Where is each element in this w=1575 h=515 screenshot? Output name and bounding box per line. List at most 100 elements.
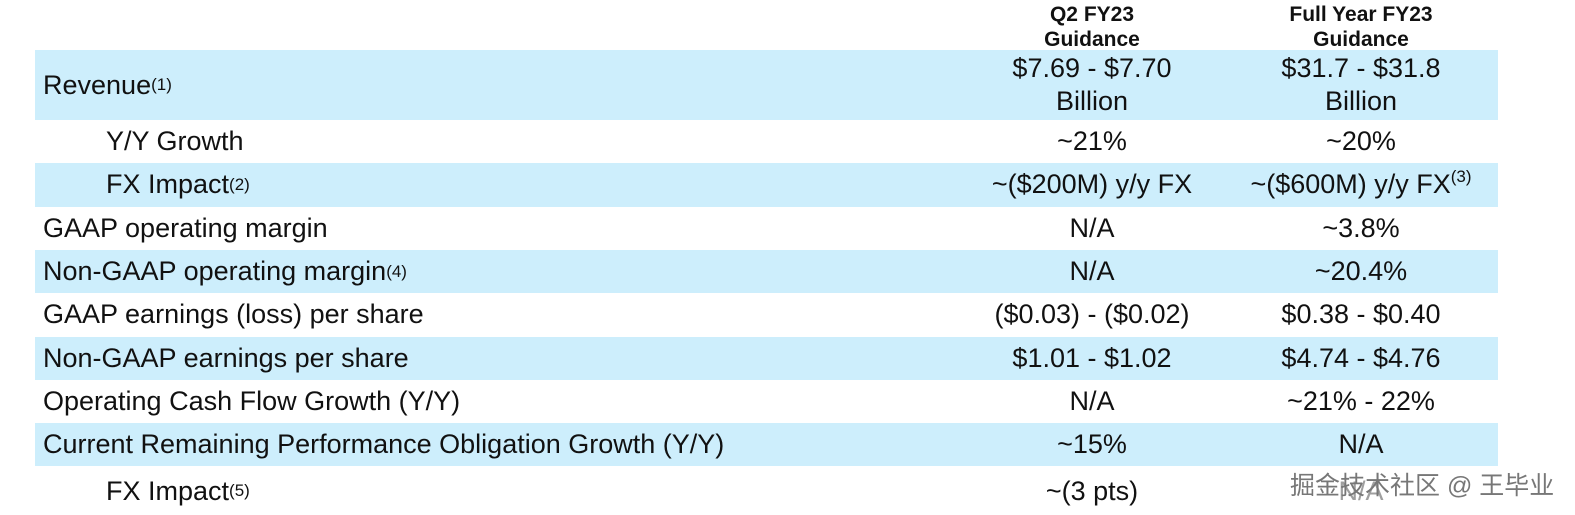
label-text: FX Impact [106, 475, 230, 506]
value-cell: N/A [940, 207, 1244, 250]
value-cell: ~($600M) y/y FX(3) [1212, 163, 1510, 206]
value-text: ~20% [1326, 126, 1396, 157]
table-row: GAAP operating margin N/A ~3.8% [35, 207, 1498, 250]
value-text: ~($600M) y/y FX [1250, 169, 1451, 200]
value-cell: ~(3 pts) [940, 466, 1244, 515]
row-label: GAAP operating margin [43, 207, 328, 250]
value-text: ~($200M) y/y FX [991, 169, 1193, 200]
value-cell: ~($200M) y/y FX [940, 163, 1244, 206]
value-line: N/A [940, 255, 1244, 288]
value-cell: N/A [1212, 423, 1510, 466]
header-line: Q2 FY23 [1049, 3, 1135, 26]
table-row: FX Impact(5)~(3 pts)N/A [35, 466, 1498, 515]
value-text: ~20.4% [1314, 256, 1408, 287]
value-line: N/A [1212, 428, 1510, 461]
value-text: $0.38 - $0.40 [1281, 299, 1441, 330]
value-line: ~20.4% [1212, 255, 1510, 288]
value-cell: ~3.8% [1212, 207, 1510, 250]
label-text: FX Impact [106, 169, 230, 200]
value-line: $4.74 - $4.76 [1212, 342, 1510, 375]
value-line: ~20% [1212, 125, 1510, 158]
row-label: Non-GAAP operating margin (4) [43, 256, 407, 287]
value-cell: ~21% [940, 120, 1244, 163]
row-label: Non-GAAP earnings per share [43, 337, 409, 380]
watermark: 掘金技术社区 @ 王毕业 [1290, 466, 1555, 502]
value-text: ~21% [1057, 126, 1127, 157]
value-text: Billion [1324, 86, 1398, 116]
value-text: $1.01 - $1.02 [1012, 342, 1172, 373]
value-line: N/A [940, 385, 1244, 418]
value-cell: $7.69 - $7.70 Billion [940, 50, 1244, 120]
label-text: Non-GAAP operating margin [43, 256, 387, 287]
row-label: Y/Y Growth [106, 120, 244, 163]
label-text: GAAP operating margin [43, 212, 328, 243]
row-label: GAAP earnings (loss) per share [43, 293, 424, 336]
value-text: ~15% [1057, 429, 1127, 460]
column-header: Q2 FY23 Guidance [960, 2, 1224, 55]
value-line: $31.7 - $31.8 [1212, 52, 1510, 85]
row-label: FX Impact (5) [106, 475, 250, 506]
value-text: ~3.8% [1322, 212, 1400, 243]
header-line: Full Year FY23 [1289, 3, 1433, 26]
value-line: ~3.8% [1212, 212, 1510, 245]
row-label: Current Remaining Performance Obligation… [43, 423, 724, 466]
value-line: Billion [1212, 85, 1510, 118]
value-text: Billion [1055, 86, 1129, 116]
header-line: Guidance [1313, 28, 1409, 51]
table-row: Non-GAAP earnings per share $1.01 - $1.02… [35, 336, 1498, 380]
value-cell: ($0.03) - ($0.02) [940, 293, 1244, 336]
value-cell: ~20.4% [1212, 250, 1510, 293]
column-header: Full Year FY23 Guidance [1232, 2, 1490, 55]
value-cell: ~21% - 22% [1212, 380, 1510, 423]
row-label: FX Impact (2) [106, 169, 250, 200]
table-row: Revenue (1) $7.69 - $7.70 Billion $31.7 - $3… [35, 50, 1498, 120]
value-cell: ~20% [1212, 120, 1510, 163]
label-text: Revenue [43, 69, 152, 100]
value-cell: ~15% [940, 423, 1244, 466]
value-text: ~21% - 22% [1287, 385, 1435, 416]
label-text: Operating Cash Flow Growth (Y/Y) [43, 385, 461, 416]
table-row: FX Impact (2) ~($200M) y/y FX ~($600M) y/y … [35, 163, 1498, 207]
header-line: Guidance [1044, 28, 1140, 51]
value-cell: N/A [940, 380, 1244, 423]
value-cell: $0.38 - $0.40 [1212, 293, 1510, 336]
value-text: $4.74 - $4.76 [1281, 342, 1441, 373]
value-cell: $1.01 - $1.02 [940, 337, 1244, 380]
value-text: $7.69 - $7.70 [1012, 53, 1172, 83]
table-row: Non-GAAP operating margin (4) N/A ~20.4% [35, 249, 1498, 294]
value-line: $7.69 - $7.70 [940, 52, 1244, 85]
value-text: N/A [1069, 212, 1115, 243]
value-line: $1.01 - $1.02 [940, 342, 1244, 375]
value-line: $0.38 - $0.40 [1212, 298, 1510, 331]
value-line: ($0.03) - ($0.02) [940, 298, 1244, 331]
value-text: N/A [1338, 429, 1384, 460]
label-text: Current Remaining Performance Obligation… [43, 429, 725, 460]
row-label: Operating Cash Flow Growth (Y/Y) [43, 380, 460, 423]
value-text: ($0.03) - ($0.02) [994, 299, 1190, 330]
table-row: Operating Cash Flow Growth (Y/Y) N/A ~21% … [35, 380, 1498, 423]
value-text: N/A [1069, 256, 1115, 287]
table-row: GAAP earnings (loss) per share ($0.03) - … [35, 293, 1498, 336]
label-text: Non-GAAP earnings per share [43, 342, 409, 373]
value-line: ~($600M) y/y FX(3) [1212, 168, 1510, 201]
label-text: Y/Y Growth [106, 126, 244, 157]
value-text: N/A [1069, 385, 1115, 416]
value-text: ~(3 pts) [1045, 475, 1139, 506]
table-row: Current Remaining Performance Obligation… [35, 423, 1498, 467]
value-line: ~(3 pts) [940, 475, 1244, 508]
value-cell: N/A [940, 250, 1244, 293]
value-line: ~21% [940, 125, 1244, 158]
value-line: ~15% [940, 428, 1244, 461]
footnote-ref: (3) [1450, 167, 1472, 187]
value-line: Billion [940, 85, 1244, 118]
label-text: GAAP earnings (loss) per share [43, 299, 424, 330]
value-line: ~21% - 22% [1212, 385, 1510, 418]
table-row: Y/Y Growth ~21% ~20% [35, 120, 1498, 163]
row-label: Revenue (1) [43, 69, 172, 100]
value-line: ~($200M) y/y FX [940, 168, 1244, 201]
value-line: N/A [940, 212, 1244, 245]
value-cell: $31.7 - $31.8 Billion [1212, 50, 1510, 120]
value-text: $31.7 - $31.8 [1281, 53, 1441, 83]
value-cell: $4.74 - $4.76 [1212, 337, 1510, 380]
